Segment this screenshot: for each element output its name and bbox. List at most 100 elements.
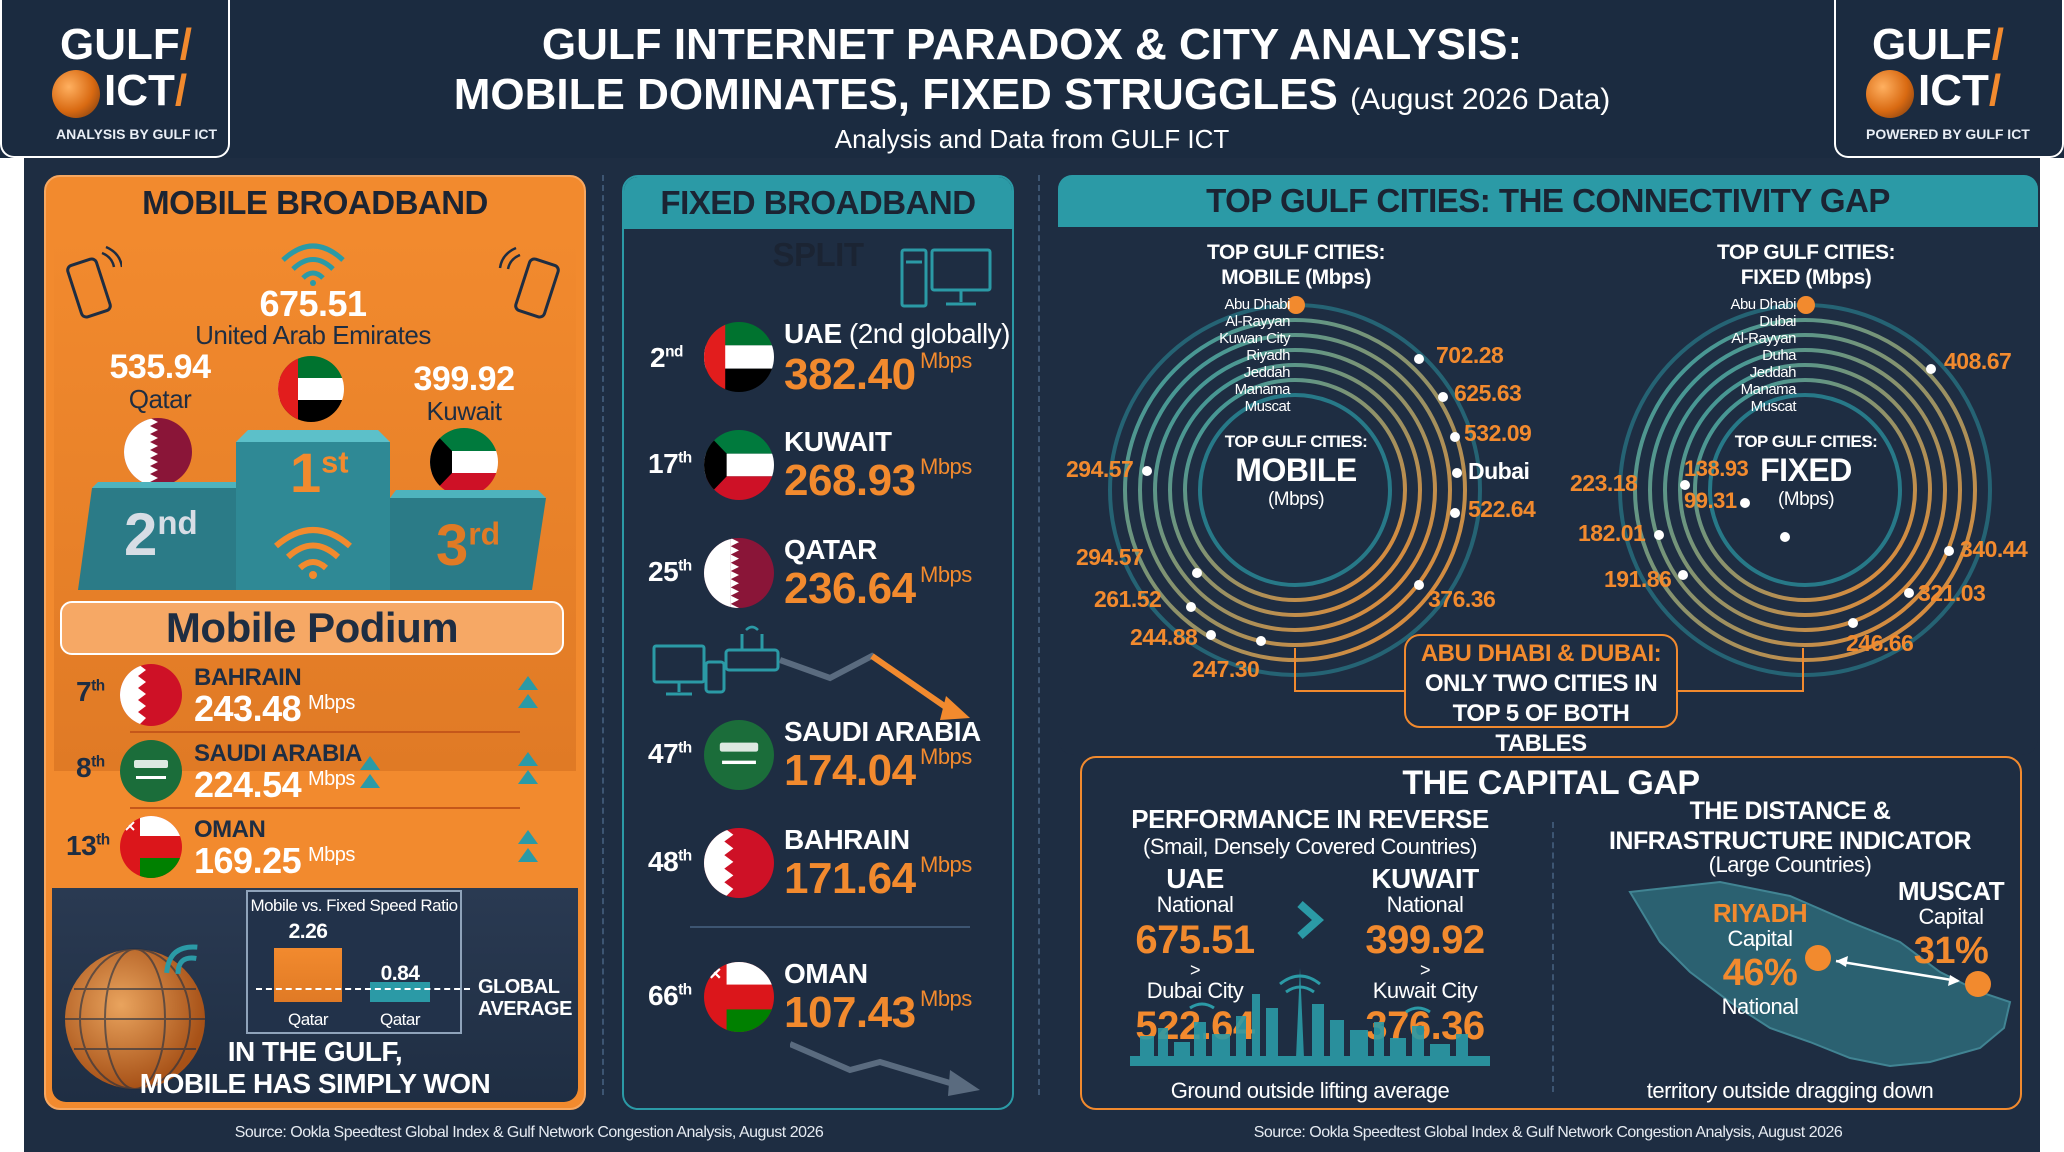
second-place-country: Qatar — [128, 384, 192, 414]
right-logo: GULF/ ICT/ POWERED BY GULF ICT — [1834, 0, 2064, 158]
fixed-ring-center: TOP GULF CITIES: FIXED (Mbps) — [1734, 432, 1878, 510]
up-arrows-icon — [518, 752, 538, 784]
first-place-value: 675.51 — [259, 283, 367, 324]
cities-panel-title: TOP GULF CITIES: THE CONNECTIVITY GAP — [1058, 175, 2038, 227]
uae-flag-icon — [278, 356, 344, 422]
computer-icon — [900, 248, 992, 308]
mobile-city-list: Abu Dhabi Al-Rayyan Kuwan City Riyadh Je… — [1219, 296, 1290, 415]
third-place-value: 399.92 — [413, 360, 516, 398]
oman-flag-icon — [120, 816, 182, 878]
qatar-flag-icon — [704, 538, 774, 608]
distance-arrow-icon — [1805, 945, 1991, 997]
fixed-row-qatar: 25th QATAR 236.64 Mbps — [648, 534, 972, 613]
fixed-cities-header-2: FIXED (Mbps) — [1740, 266, 1872, 289]
first-place-label: 1st — [290, 441, 349, 504]
logo-right-subtitle: POWERED BY GULF ICT — [1866, 126, 2030, 142]
saudi-flag-icon — [120, 740, 182, 802]
distance-heading: THE DISTANCE & INFRASTRUCTURE INDICATOR — [1608, 797, 1972, 855]
unit: Mbps — [308, 692, 355, 714]
chevron-right-icon — [1297, 901, 1324, 939]
header: GULF/ ICT/ ANALYSIS BY GULF ICT GULF/ IC… — [0, 0, 2064, 158]
fixed-cities-header-1: TOP GULF CITIES: — [1717, 241, 1895, 264]
fixed-row-saudi: 47th SAUDI ARABIA 174.04 Mbps — [648, 716, 981, 795]
down-trend-arrow-icon — [790, 1041, 980, 1096]
rank: 7th — [76, 676, 105, 707]
conclusion-line-1: IN THE GULF, — [227, 1036, 403, 1067]
logo-globe-icon — [52, 70, 100, 118]
subtitle: Analysis and Data from GULF ICT — [834, 124, 1230, 154]
logo-left-subtitle: ANALYSIS BY GULF ICT — [56, 126, 218, 142]
third-place-country: Kuwait — [426, 396, 502, 426]
ratio-bar-1 — [274, 947, 342, 1002]
ratio-bar1-value: 2.26 — [288, 920, 328, 943]
logo-slash: / — [179, 20, 192, 69]
fixed-row-oman: 66th OMAN 107.43 Mbps — [648, 958, 972, 1037]
logo-word-gulf: GULF — [60, 20, 180, 69]
wifi-icon — [281, 243, 345, 286]
source-left: Source: Ookla Speedtest Global Index & G… — [234, 1124, 824, 1141]
podium-graphic — [78, 430, 546, 590]
city-skyline-icon — [1130, 968, 1490, 1066]
left-logo: GULF/ ICT/ ANALYSIS BY GULF ICT — [0, 0, 230, 158]
ratio-bar-2 — [370, 981, 430, 1002]
kuwait-flag-icon — [704, 430, 774, 500]
up-arrows-icon — [518, 830, 538, 862]
mobile-panel-title: MOBILE BROADBAND DOMINANCE — [142, 184, 488, 273]
fixed-row-kuwait: 17th KUWAIT 268.93 Mbps — [648, 426, 972, 505]
phone-icon — [498, 246, 560, 319]
global-average-label: GLOBAL AVERAGE — [478, 976, 572, 1020]
podium-label: Mobile Podium — [165, 604, 459, 651]
wifi-icon — [274, 527, 352, 579]
fixed-cities-ring-chart — [1618, 296, 1992, 677]
oman-flag-icon — [704, 962, 774, 1032]
conclusion-line-2: MOBILE HAS SIMPLY WON — [139, 1068, 491, 1099]
ratio-bar2-value: 0.84 — [380, 962, 420, 985]
up-arrows-icon — [518, 676, 538, 708]
title-line-1: GULF INTERNET PARADOX & CITY ANALYSIS: — [541, 20, 1523, 69]
source-right: Source: Ookla Speedtest Global Index & G… — [1253, 1124, 1843, 1141]
globe-icon — [65, 948, 205, 1090]
fixed-city-list: Abu Dhabi Dubai Al-Rayyan Duha Jeddah Ma… — [1730, 296, 1796, 415]
logo-word-ict: ICT — [104, 66, 175, 115]
third-place-label: 3rd — [436, 513, 501, 578]
fixed-row-bahrain: 48th BAHRAIN 171.64 Mbps — [648, 824, 972, 903]
separator — [1038, 175, 1040, 1095]
mobile-cities-header-1: TOP GULF CITIES: — [1207, 241, 1385, 264]
title-date: (August 2026 Data) — [1350, 83, 1611, 116]
second-place-value: 535.94 — [109, 348, 212, 386]
fixed-panel-title: FIXED BROADBAND SPLIT — [624, 177, 1012, 273]
mobile-cities-header-2: MOBILE (Mbps) — [1221, 266, 1371, 289]
wifi-icon — [164, 944, 198, 974]
riyadh-block: RIYADH Capital 46% National — [1712, 898, 1808, 1019]
devices-trend-icon — [652, 625, 970, 720]
fixed-row-uae: 2nd UAE (2nd globally) 382.40 Mbps — [650, 318, 1011, 399]
title-main: MOBILE DOMINATES, FIXED STRUGGLES — [453, 70, 1338, 119]
separator — [602, 175, 604, 1095]
ratio-bar2-label: Qatar — [379, 1010, 421, 1029]
up-arrows-icon — [360, 756, 380, 788]
country: BAHRAIN — [194, 664, 302, 691]
phone-icon — [66, 245, 122, 319]
title-line-2: MOBILE DOMINATES, FIXED STRUGGLES (Augus… — [0, 70, 2064, 120]
global-average-line — [256, 988, 470, 990]
logo-globe-icon — [1866, 70, 1914, 118]
distance-subheading: (Large Countries) — [1708, 852, 1872, 877]
bahrain-flag-icon — [704, 828, 774, 898]
fixed-panel: FIXED BROADBAND SPLIT — [622, 175, 1014, 1110]
ratio-bar1-label: Qatar — [287, 1010, 329, 1029]
muscat-block: MUSCAT Capital 31% — [1897, 876, 2005, 972]
capital-gap-title: THE CAPITAL GAP — [1402, 764, 1700, 802]
ratio-title: Mobile vs. Fixed Speed Ratio — [250, 896, 458, 915]
left-caption: Ground outside lifting average — [1170, 1078, 1450, 1103]
saudi-flag-icon — [704, 720, 774, 790]
capital-gap-panel — [1080, 756, 2022, 1110]
second-place-label: 2nd — [124, 501, 198, 568]
value: 243.48 — [194, 688, 302, 729]
kuwait-flag-icon — [430, 428, 498, 496]
callout-box: ABU DHABI & DUBAI: ONLY TWO CITIES IN TO… — [1404, 634, 1678, 757]
arabian-peninsula-map — [1628, 880, 2012, 1068]
uae-flag-icon — [704, 322, 774, 392]
right-caption: territory outside dragging down — [1646, 1078, 1934, 1103]
performance-subheading: (Smail, Densely Covered Countries) — [1143, 834, 1477, 859]
first-place-country: United Arab Emirates — [195, 320, 431, 350]
